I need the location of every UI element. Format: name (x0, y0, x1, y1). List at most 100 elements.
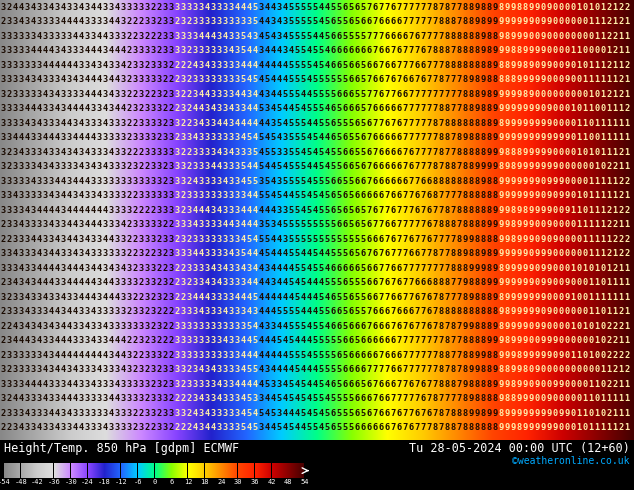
Text: 3: 3 (228, 322, 233, 331)
Text: 5: 5 (337, 365, 342, 374)
Text: 2: 2 (612, 351, 618, 360)
Text: 5: 5 (264, 191, 269, 200)
Text: 2: 2 (162, 264, 167, 273)
Text: 9: 9 (505, 133, 510, 142)
Text: 3: 3 (55, 148, 60, 157)
Text: 9: 9 (486, 220, 491, 229)
Text: 4: 4 (240, 293, 245, 302)
Text: 7: 7 (391, 119, 396, 128)
Bar (228, 464, 230, 478)
Text: 8: 8 (450, 409, 456, 418)
Text: 7: 7 (372, 380, 378, 389)
Text: 9: 9 (534, 293, 540, 302)
Text: 5: 5 (325, 307, 330, 316)
Text: 9: 9 (505, 162, 510, 171)
Text: 2: 2 (174, 61, 179, 70)
Text: 3: 3 (96, 17, 101, 26)
Text: 4: 4 (259, 336, 264, 345)
Text: 3: 3 (102, 148, 108, 157)
Text: 4: 4 (294, 394, 300, 403)
Text: 3: 3 (96, 423, 101, 432)
Text: 3: 3 (114, 235, 120, 244)
Text: 3: 3 (223, 148, 228, 157)
Text: 3: 3 (114, 264, 120, 273)
Text: 0: 0 (576, 264, 581, 273)
Bar (191, 464, 192, 478)
Text: 0: 0 (576, 365, 581, 374)
Text: 6: 6 (391, 75, 396, 84)
Bar (152, 464, 153, 478)
Bar (198, 464, 199, 478)
Bar (75, 464, 76, 478)
Text: 2: 2 (6, 3, 11, 12)
Text: 5: 5 (264, 220, 269, 229)
Text: 2: 2 (162, 90, 167, 99)
Text: 3: 3 (216, 32, 222, 41)
Text: 5: 5 (247, 322, 252, 331)
Text: 6: 6 (366, 220, 372, 229)
Bar (299, 464, 301, 478)
Text: 8: 8 (474, 46, 480, 55)
Text: 3: 3 (30, 148, 36, 157)
Text: 9: 9 (528, 423, 534, 432)
Text: 3: 3 (223, 206, 228, 215)
Text: 3: 3 (186, 249, 191, 258)
Text: 5: 5 (337, 75, 342, 84)
Text: 3: 3 (198, 162, 204, 171)
Text: 3: 3 (30, 249, 36, 258)
Text: 2: 2 (126, 307, 132, 316)
Text: 4: 4 (192, 133, 198, 142)
Text: 5: 5 (337, 235, 342, 244)
Text: 9: 9 (534, 191, 540, 200)
Text: 3: 3 (55, 3, 60, 12)
Text: 4: 4 (60, 75, 66, 84)
Text: 8: 8 (522, 365, 527, 374)
Text: 3: 3 (228, 75, 233, 84)
Text: 4: 4 (240, 133, 245, 142)
Text: 3: 3 (216, 104, 222, 113)
Text: 4: 4 (288, 191, 294, 200)
Text: 4: 4 (252, 46, 257, 55)
Text: 2: 2 (6, 162, 11, 171)
Text: 7: 7 (450, 133, 456, 142)
Text: 6: 6 (408, 148, 413, 157)
Text: 1: 1 (600, 394, 605, 403)
Text: 3: 3 (228, 17, 233, 26)
Text: 7: 7 (415, 46, 420, 55)
Text: 4: 4 (192, 177, 198, 186)
Text: 3: 3 (60, 249, 66, 258)
Text: 3: 3 (150, 351, 155, 360)
Text: 1: 1 (571, 293, 576, 302)
Text: 8: 8 (462, 307, 468, 316)
Text: 0: 0 (571, 3, 576, 12)
Text: 4: 4 (36, 336, 42, 345)
Text: 5: 5 (276, 307, 281, 316)
Text: 3: 3 (13, 90, 18, 99)
Text: 9: 9 (547, 249, 552, 258)
Text: 2: 2 (186, 148, 191, 157)
Text: 0: 0 (600, 409, 605, 418)
Bar (33, 464, 34, 478)
Text: 4: 4 (84, 220, 89, 229)
Text: 7: 7 (420, 148, 425, 157)
Text: 3: 3 (169, 293, 174, 302)
Text: 0: 0 (600, 322, 605, 331)
Text: 5: 5 (348, 394, 354, 403)
Text: 0: 0 (571, 365, 576, 374)
Text: 6: 6 (337, 32, 342, 41)
Text: 3: 3 (55, 46, 60, 55)
Text: 2: 2 (157, 133, 162, 142)
Text: 9: 9 (516, 278, 522, 287)
Text: 0: 0 (595, 394, 600, 403)
Text: 6: 6 (378, 336, 384, 345)
Text: 0: 0 (576, 75, 581, 84)
Text: 5: 5 (306, 17, 312, 26)
Text: 3: 3 (30, 351, 36, 360)
Text: 7: 7 (366, 104, 372, 113)
Text: 8: 8 (486, 293, 491, 302)
Bar (241, 464, 242, 478)
Text: 3: 3 (282, 148, 288, 157)
Text: 9: 9 (498, 191, 503, 200)
Text: 9: 9 (486, 17, 491, 26)
Text: 4: 4 (325, 133, 330, 142)
